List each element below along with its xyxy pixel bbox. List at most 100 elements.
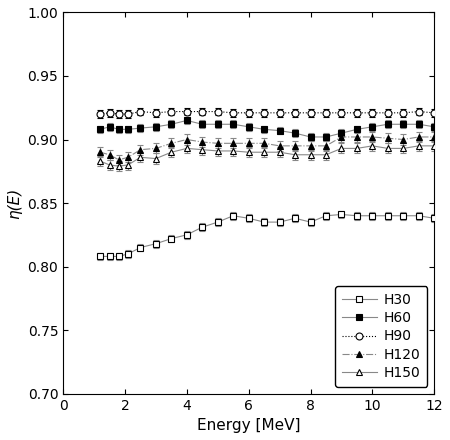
H150 xyxy=(230,148,236,154)
H120 xyxy=(292,143,298,149)
H150 xyxy=(153,156,158,161)
H30 xyxy=(416,213,422,218)
H30 xyxy=(277,220,282,225)
H30 xyxy=(370,213,375,218)
H90 xyxy=(169,109,174,114)
H150 xyxy=(169,150,174,155)
H90 xyxy=(400,110,406,115)
H60 xyxy=(400,121,406,127)
H90 xyxy=(230,110,236,115)
H120 xyxy=(184,137,189,142)
H60 xyxy=(292,131,298,136)
H90 xyxy=(354,110,360,115)
H60 xyxy=(116,127,122,132)
H30 xyxy=(138,245,143,250)
H120 xyxy=(339,134,344,139)
H120 xyxy=(400,137,406,142)
H150 xyxy=(261,150,267,155)
H120 xyxy=(116,157,122,162)
H90 xyxy=(277,110,282,115)
H120 xyxy=(354,134,360,139)
H30 xyxy=(169,236,174,241)
H30 xyxy=(107,254,112,259)
H60 xyxy=(261,127,267,132)
H90 xyxy=(416,109,422,114)
H60 xyxy=(385,121,391,127)
H90 xyxy=(153,110,158,115)
H120 xyxy=(370,134,375,139)
H30 xyxy=(230,213,236,218)
H120 xyxy=(323,143,328,149)
X-axis label: Energy [MeV]: Energy [MeV] xyxy=(197,418,301,433)
Line: H150: H150 xyxy=(97,143,438,170)
H120 xyxy=(169,141,174,146)
H150 xyxy=(432,143,437,149)
H30 xyxy=(116,254,122,259)
H90 xyxy=(339,110,344,115)
H60 xyxy=(308,134,313,139)
H60 xyxy=(323,134,328,139)
H90 xyxy=(184,109,189,114)
H120 xyxy=(215,141,220,146)
H150 xyxy=(370,143,375,149)
H30 xyxy=(126,251,131,257)
H30 xyxy=(308,220,313,225)
Legend: H30, H60, H90, H120, H150: H30, H60, H90, H120, H150 xyxy=(335,286,428,387)
H150 xyxy=(308,152,313,158)
H150 xyxy=(98,158,103,164)
H120 xyxy=(230,141,236,146)
H90 xyxy=(98,111,103,117)
H30 xyxy=(292,216,298,221)
H150 xyxy=(400,146,406,151)
H30 xyxy=(215,220,220,225)
H90 xyxy=(246,110,252,115)
H120 xyxy=(308,143,313,149)
H30 xyxy=(98,254,103,259)
H120 xyxy=(200,139,205,145)
H30 xyxy=(385,213,391,218)
H30 xyxy=(246,216,252,221)
H90 xyxy=(261,110,267,115)
H150 xyxy=(215,148,220,154)
H120 xyxy=(261,141,267,146)
H120 xyxy=(432,134,437,139)
H150 xyxy=(292,152,298,158)
H30 xyxy=(261,220,267,225)
H60 xyxy=(339,131,344,136)
H90 xyxy=(292,110,298,115)
H30 xyxy=(400,213,406,218)
H90 xyxy=(200,109,205,114)
H60 xyxy=(200,121,205,127)
H120 xyxy=(107,152,112,158)
H120 xyxy=(98,150,103,155)
H90 xyxy=(323,110,328,115)
H60 xyxy=(432,124,437,129)
H150 xyxy=(138,154,143,160)
Y-axis label: η(E): η(E) xyxy=(7,187,22,219)
H120 xyxy=(277,143,282,149)
H120 xyxy=(246,141,252,146)
H90 xyxy=(308,110,313,115)
H30 xyxy=(153,241,158,246)
H150 xyxy=(107,162,112,168)
H60 xyxy=(277,128,282,133)
Line: H90: H90 xyxy=(97,108,438,117)
H120 xyxy=(153,146,158,151)
H60 xyxy=(354,127,360,132)
H60 xyxy=(107,124,112,129)
H90 xyxy=(385,110,391,115)
H90 xyxy=(432,110,437,115)
H90 xyxy=(370,110,375,115)
Line: H120: H120 xyxy=(97,133,438,163)
H150 xyxy=(116,164,122,169)
H90 xyxy=(107,110,112,115)
H150 xyxy=(323,152,328,158)
H150 xyxy=(277,150,282,155)
H150 xyxy=(354,146,360,151)
H150 xyxy=(200,147,205,152)
H90 xyxy=(215,109,220,114)
H120 xyxy=(385,136,391,141)
H150 xyxy=(385,146,391,151)
H60 xyxy=(246,124,252,129)
H30 xyxy=(354,213,360,218)
